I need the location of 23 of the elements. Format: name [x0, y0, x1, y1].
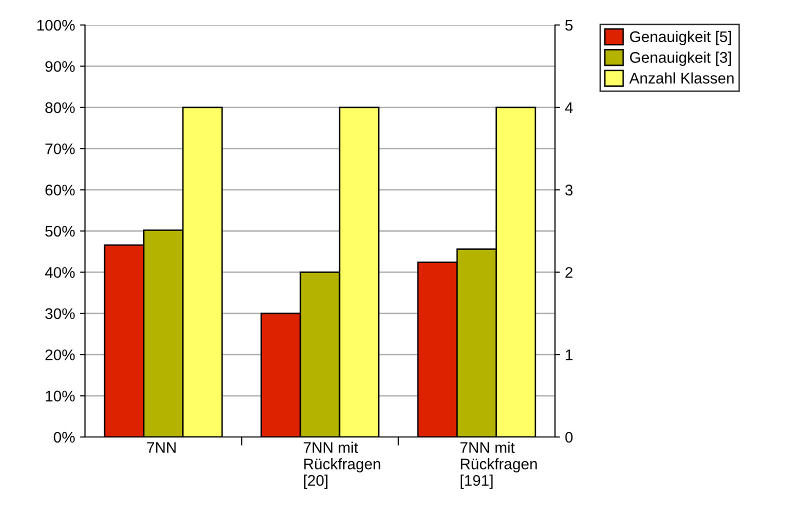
y-tick-label: 70% — [45, 143, 75, 154]
y2-tick-label: 0 — [565, 432, 573, 443]
y-tick-label: 80% — [45, 102, 75, 114]
legend-label: Genauigkeit [3] — [630, 52, 731, 66]
legend-label: Genauigkeit [5] — [630, 30, 731, 46]
y2-tick-label: 4 — [565, 102, 573, 113]
x-tick-label: 7NN mit Rückfragen [20] — [304, 442, 380, 489]
y2-tick-label: 3 — [565, 184, 573, 196]
y-tick-label: 0% — [54, 432, 75, 443]
y-tick-label: 90% — [45, 61, 75, 72]
y-tick-label: 10% — [46, 390, 75, 402]
y-tick-label: 20% — [45, 349, 75, 360]
y-tick-label: 60% — [45, 184, 75, 196]
y2-tick-label: 2 — [565, 267, 572, 278]
y-tick-label: 40% — [45, 267, 75, 278]
legend-label: Anzahl Klassen — [629, 72, 734, 84]
y-tick-label: 50% — [45, 226, 75, 237]
y-tick-label: 100% — [37, 20, 75, 31]
y-tick-label: 30% — [45, 308, 75, 320]
y2-tick-label: 5 — [565, 20, 573, 31]
x-tick-label: 7NN mit Rückfragen [191] — [460, 442, 537, 489]
y2-tick-label: 1 — [566, 350, 572, 360]
x-tick-label: 7NN — [147, 442, 176, 453]
